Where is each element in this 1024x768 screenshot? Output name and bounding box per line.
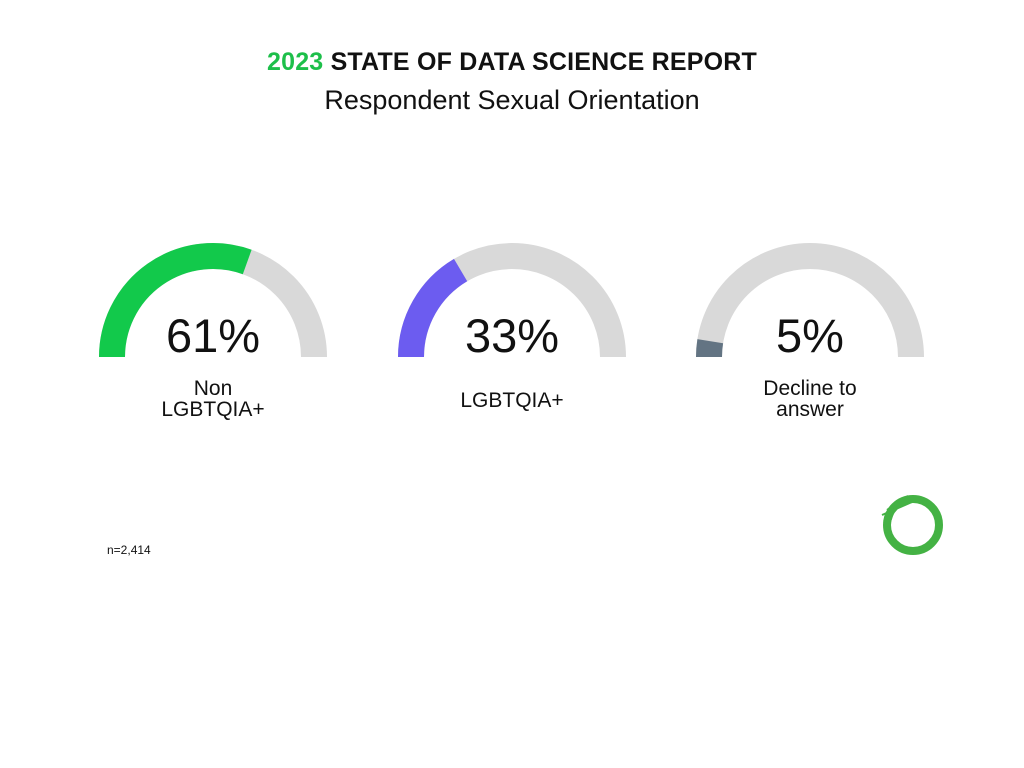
gauge-decline: 5% Decline to answer [690, 240, 930, 440]
gauge-label: LGBTQIA+ [460, 389, 564, 412]
sample-size-note: n=2,414 [107, 543, 151, 557]
gauge-value: 33% [464, 309, 560, 362]
gauge-fill [99, 243, 252, 358]
gauge-non-lgbtqia: 61% Non LGBTQIA+ [93, 240, 333, 440]
gauge-arc-non-lgbtqia [99, 243, 327, 358]
gauge-fill [695, 339, 724, 358]
report-header: 2023 STATE OF DATA SCIENCE REPORT Respon… [0, 48, 1024, 116]
gauge-lgbtqia: 33% LGBTQIA+ [392, 240, 632, 440]
gauge-label: Decline to answer [763, 377, 857, 421]
report-name: STATE OF DATA SCIENCE REPORT [330, 48, 757, 76]
gauge-value: 61% [165, 309, 261, 362]
anaconda-logo-icon [881, 495, 943, 555]
gauge-label: Non LGBTQIA+ [161, 377, 265, 421]
report-title: 2023 STATE OF DATA SCIENCE REPORT [0, 48, 1024, 77]
gauge-arc-decline [695, 243, 924, 358]
gauge-fill [398, 258, 468, 358]
report-year: 2023 [266, 48, 324, 76]
gauge-track [696, 243, 924, 358]
chart-title: Respondent Sexual Orientation [324, 85, 700, 115]
gauge-value: 5% [776, 309, 844, 362]
gauge-arc-lgbtqia [398, 243, 626, 358]
